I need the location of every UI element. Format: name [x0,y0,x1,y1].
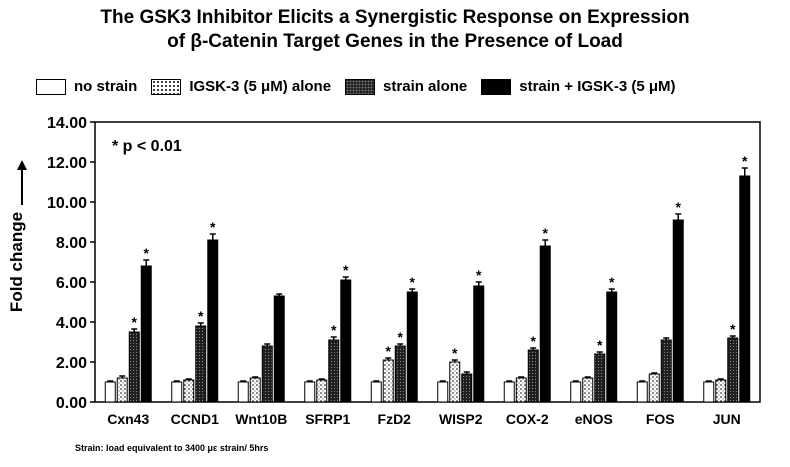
bar-igsk3-alone [583,378,593,402]
bar-igsk3-alone [184,380,194,402]
y-axis-label-arrowhead [17,160,27,170]
significance-marker: * [343,262,349,278]
y-tick-label: 2.00 [56,355,87,372]
bar-igsk3-alone [383,360,393,402]
bar-strain-plus-igsk3 [474,286,484,402]
bar-igsk3-alone [516,378,526,402]
x-tick-label: SFRP1 [305,411,350,427]
x-tick-label: Wnt10B [235,411,287,427]
y-axis-label: Fold change [7,212,26,312]
significance-marker: * [609,274,615,290]
y-tick-label: 8.00 [56,235,87,252]
significance-marker: * [730,321,736,337]
x-tick-label: WISP2 [439,411,483,427]
significance-marker: * [210,219,216,235]
significance-marker: * [144,245,150,261]
significance-marker: * [476,267,482,283]
x-tick-label: JUN [713,411,741,427]
bar-igsk3-alone [450,362,460,402]
y-tick-label: 14.00 [47,115,87,132]
bars-layer [105,168,750,402]
x-tick-label: CCND1 [171,411,219,427]
significance-annotation: * p < 0.01 [112,138,182,155]
bar-strain-plus-igsk3 [208,240,218,402]
bar-strain-plus-igsk3 [407,292,417,402]
bar-no-strain [504,382,514,402]
bar-igsk3-alone [250,378,260,402]
y-tick-label: 4.00 [56,315,87,332]
bar-igsk3-alone [649,374,659,402]
bar-strain-alone [395,346,405,402]
significance-marker: * [543,225,549,241]
x-tick-label: COX-2 [506,411,549,427]
y-tick-label: 10.00 [47,195,87,212]
bar-strain-plus-igsk3 [141,266,151,402]
x-tick-label: Cxn43 [107,411,149,427]
y-tick-label: 0.00 [56,395,87,412]
bar-igsk3-alone [317,380,327,402]
bar-no-strain [438,382,448,402]
bar-strain-alone [595,354,605,402]
plot-area [95,122,760,402]
bar-strain-plus-igsk3 [540,246,550,402]
significance-marker: * [597,337,603,353]
bar-strain-alone [528,350,538,402]
significance-marker: * [742,153,748,169]
bar-strain-plus-igsk3 [673,220,683,402]
bar-strain-alone [728,338,738,402]
significance-marker: * [398,329,404,345]
bar-no-strain [704,382,714,402]
bar-strain-alone [329,340,339,402]
bar-no-strain [238,382,248,402]
bar-no-strain [371,382,381,402]
significance-marker: * [410,274,416,290]
bar-strain-alone [661,340,671,402]
bar-no-strain [172,382,182,402]
bar-strain-alone [262,346,272,402]
bar-igsk3-alone [117,378,127,402]
bar-no-strain [571,382,581,402]
bar-strain-plus-igsk3 [740,176,750,402]
bar-igsk3-alone [716,380,726,402]
bar-strain-alone [129,332,139,402]
significance-marker: * [132,314,138,330]
significance-marker: * [386,343,392,359]
bar-strain-plus-igsk3 [341,280,351,402]
x-tick-label: eNOS [575,411,613,427]
significance-marker: * [452,345,458,361]
significance-marker: * [676,199,682,215]
bar-strain-alone [196,326,206,402]
bar-strain-alone [462,374,472,402]
bar-strain-plus-igsk3 [274,296,284,402]
x-tick-label: FzD2 [378,411,412,427]
bar-no-strain [637,382,647,402]
bar-no-strain [105,382,115,402]
bar-no-strain [305,382,315,402]
bar-strain-plus-igsk3 [607,292,617,402]
footnote: Strain: load equivalent to 3400 με strai… [75,443,268,453]
significance-marker: * [331,322,337,338]
y-tick-label: 12.00 [47,155,87,172]
y-tick-label: 6.00 [56,275,87,292]
x-tick-label: FOS [646,411,675,427]
significance-marker: * [531,333,537,349]
significance-marker: * [198,308,204,324]
